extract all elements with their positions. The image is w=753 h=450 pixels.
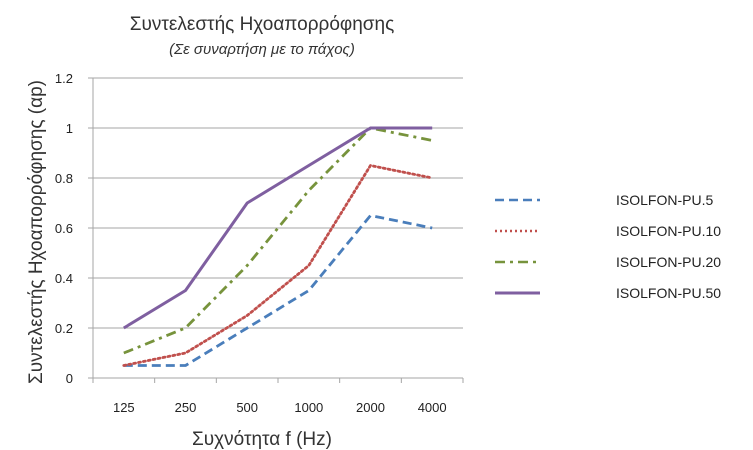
x-tick-label: 125 bbox=[113, 400, 135, 415]
y-tick-label: 1.2 bbox=[55, 71, 73, 86]
x-tick-label: 1000 bbox=[294, 400, 323, 415]
legend-label: ISOLFON-PU.20 bbox=[616, 254, 721, 270]
x-tick-label: 500 bbox=[236, 400, 258, 415]
chart-title: Συντελεστής Ηχοαπορρόφησης bbox=[130, 14, 394, 35]
x-tick-label: 2000 bbox=[356, 400, 385, 415]
series-line-2 bbox=[122, 164, 434, 367]
legend-label: ISOLFON-PU.5 bbox=[616, 192, 713, 208]
legend: ISOLFON-PU.5 ISOLFON-PU.10 ISOLFON-PU.20 IS… bbox=[495, 192, 721, 301]
plot-area: 0 0.2 0.4 0.6 0.8 1 1.2 125 250 500 1000 2000 4000 bbox=[55, 71, 464, 415]
x-axis-title: Συχνότητα f (Hz) bbox=[192, 429, 332, 450]
y-tick-label: 0 bbox=[66, 371, 73, 386]
series-line-3 bbox=[123, 126, 433, 355]
legend-label: ISOLFON-PU.50 bbox=[616, 285, 721, 301]
x-tick-label: 250 bbox=[175, 400, 197, 415]
y-tick-label: 0.6 bbox=[55, 221, 73, 236]
y-tick-label: 0.2 bbox=[55, 321, 73, 336]
y-tick-label: 0.8 bbox=[55, 171, 73, 186]
series-line-1 bbox=[123, 214, 433, 367]
legend-label: ISOLFON-PU.10 bbox=[616, 223, 721, 239]
y-axis-title: Συντελεστής Ηχοαπορρόφησης (αp) bbox=[26, 80, 47, 384]
y-tick-label: 0.4 bbox=[55, 271, 73, 286]
chart-subtitle: (Σε συναρτήση με το πάχος) bbox=[169, 41, 355, 58]
y-tick-label: 1 bbox=[66, 121, 73, 136]
series-line-4 bbox=[123, 126, 433, 330]
x-tick-label: 4000 bbox=[418, 400, 447, 415]
